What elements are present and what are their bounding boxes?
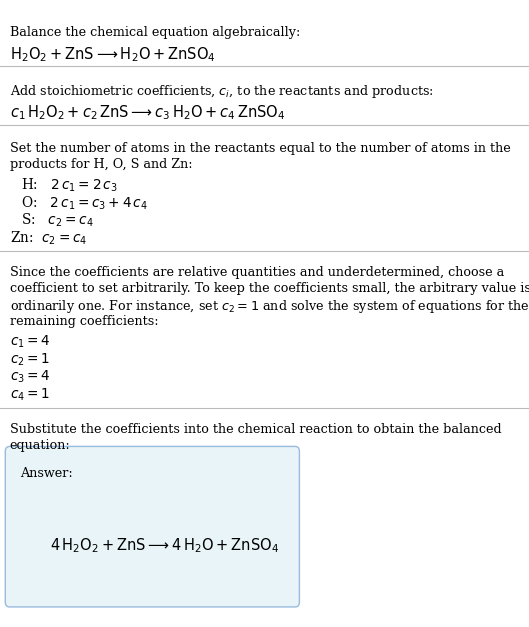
Text: $c_1\, \mathsf{H_2O_2} + c_2\, \mathsf{ZnS} \longrightarrow c_3\, \mathsf{H_2O} : $c_1\, \mathsf{H_2O_2} + c_2\, \mathsf{Z… <box>10 103 285 122</box>
Text: Add stoichiometric coefficients, $c_i$, to the reactants and products:: Add stoichiometric coefficients, $c_i$, … <box>10 83 433 100</box>
Text: O:   $2\,c_1 = c_3 + 4\,c_4$: O: $2\,c_1 = c_3 + 4\,c_4$ <box>21 194 148 212</box>
Text: ordinarily one. For instance, set $c_2 = 1$ and solve the system of equations fo: ordinarily one. For instance, set $c_2 =… <box>10 298 529 315</box>
Text: coefficient to set arbitrarily. To keep the coefficients small, the arbitrary va: coefficient to set arbitrarily. To keep … <box>10 282 529 295</box>
Text: $c_1 = 4$: $c_1 = 4$ <box>10 334 50 350</box>
Text: equation:: equation: <box>10 439 70 452</box>
FancyBboxPatch shape <box>5 446 299 607</box>
Text: Balance the chemical equation algebraically:: Balance the chemical equation algebraica… <box>10 26 300 40</box>
Text: $4\,\mathsf{H_2O_2} + \mathsf{ZnS} \longrightarrow 4\,\mathsf{H_2O} + \mathsf{Zn: $4\,\mathsf{H_2O_2} + \mathsf{ZnS} \long… <box>50 536 279 555</box>
Text: Zn:  $c_2 = c_4$: Zn: $c_2 = c_4$ <box>10 229 87 247</box>
Text: Substitute the coefficients into the chemical reaction to obtain the balanced: Substitute the coefficients into the che… <box>10 423 501 436</box>
Text: $\mathsf{H_2O_2 + ZnS \longrightarrow H_2O + ZnSO_4}$: $\mathsf{H_2O_2 + ZnS \longrightarrow H_… <box>10 45 215 64</box>
Text: $c_3 = 4$: $c_3 = 4$ <box>10 369 50 385</box>
Text: $c_4 = 1$: $c_4 = 1$ <box>10 386 50 403</box>
Text: remaining coefficients:: remaining coefficients: <box>10 315 158 328</box>
Text: H:   $2\,c_1 = 2\,c_3$: H: $2\,c_1 = 2\,c_3$ <box>21 177 118 194</box>
Text: Answer:: Answer: <box>20 467 73 480</box>
Text: S:   $c_2 = c_4$: S: $c_2 = c_4$ <box>21 212 94 229</box>
Text: $c_2 = 1$: $c_2 = 1$ <box>10 351 50 367</box>
Text: Set the number of atoms in the reactants equal to the number of atoms in the: Set the number of atoms in the reactants… <box>10 142 510 155</box>
Text: Since the coefficients are relative quantities and underdetermined, choose a: Since the coefficients are relative quan… <box>10 266 504 279</box>
Text: products for H, O, S and Zn:: products for H, O, S and Zn: <box>10 158 192 171</box>
